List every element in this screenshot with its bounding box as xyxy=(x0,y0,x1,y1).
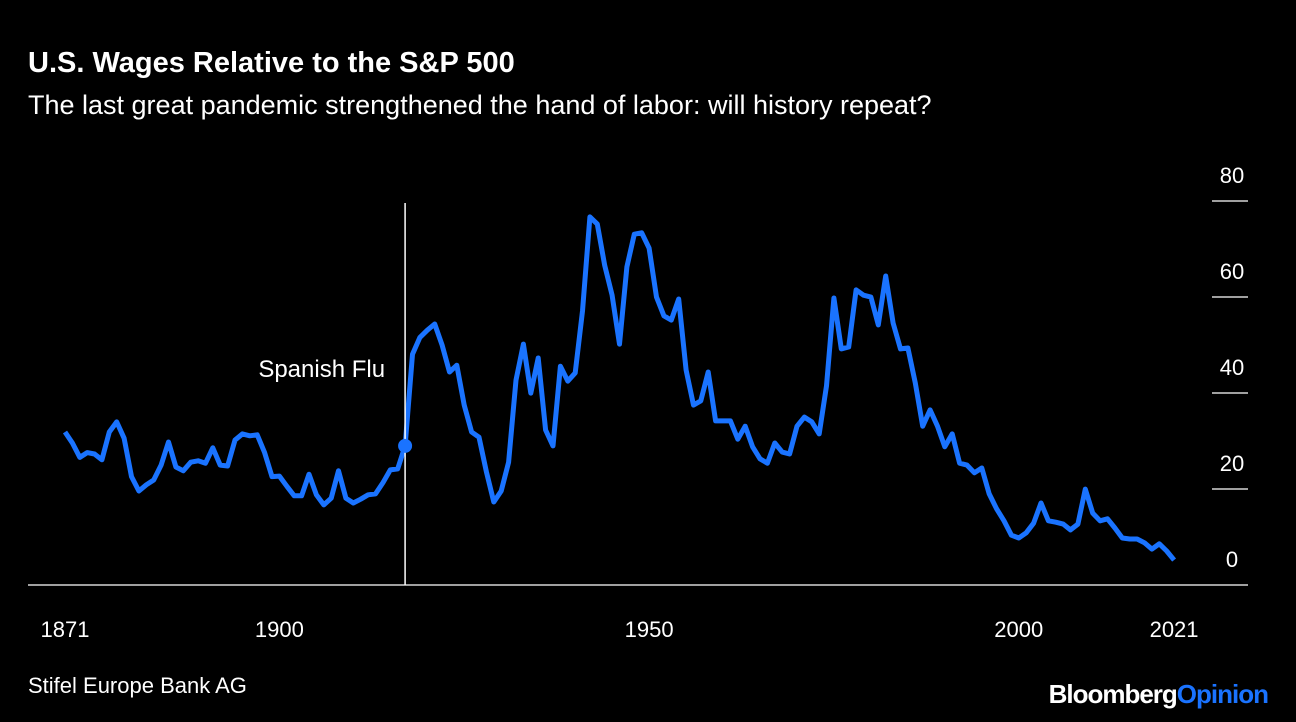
data-line xyxy=(62,214,1177,562)
x-tick-label: 1950 xyxy=(625,617,674,642)
y-tick-label: 80 xyxy=(1220,163,1244,188)
x-tick-label: 1900 xyxy=(255,617,304,642)
brand-section: Opinion xyxy=(1177,679,1268,709)
y-tick-label: 60 xyxy=(1220,259,1244,284)
x-tick-label: 2021 xyxy=(1150,617,1199,642)
y-tick-label: 20 xyxy=(1220,451,1244,476)
brand-name: Bloomberg xyxy=(1049,679,1177,709)
annotation-dot xyxy=(398,438,413,453)
source: Stifel Europe Bank AG xyxy=(28,673,247,698)
chart-subtitle: The last great pandemic strengthened the… xyxy=(28,90,932,120)
annotation-label: Spanish Flu xyxy=(258,356,385,383)
y-tick-label: 0 xyxy=(1226,547,1238,572)
x-tick-label: 1871 xyxy=(40,617,89,642)
brand: BloombergOpinion xyxy=(1049,679,1269,709)
y-tick-label: 40 xyxy=(1220,355,1244,380)
x-tick-label: 2000 xyxy=(994,617,1043,642)
chart-title: U.S. Wages Relative to the S&P 500 xyxy=(28,47,515,79)
